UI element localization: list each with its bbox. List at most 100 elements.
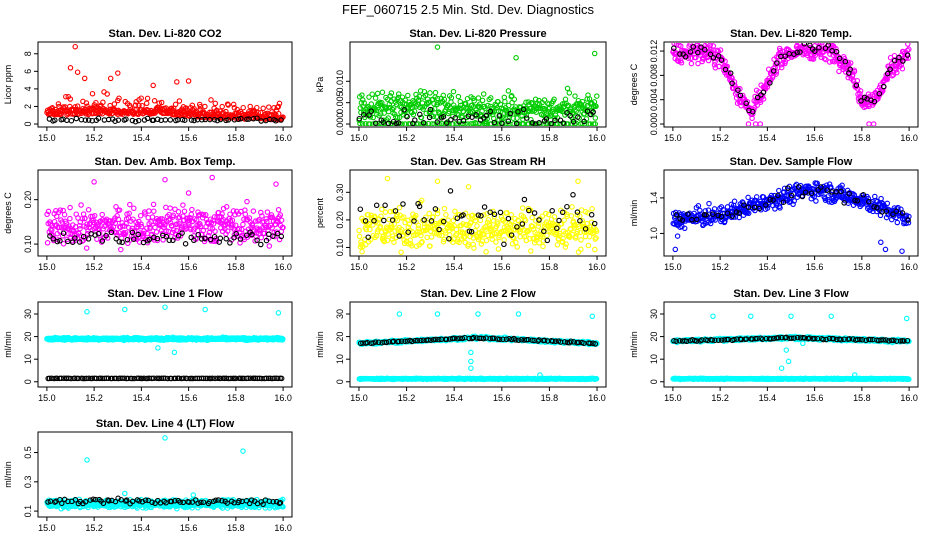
point <box>523 112 530 119</box>
point <box>507 110 514 117</box>
point <box>207 236 214 243</box>
point <box>770 197 776 203</box>
point <box>100 99 106 106</box>
point <box>145 214 151 221</box>
point <box>223 204 230 210</box>
point <box>195 114 202 120</box>
point <box>163 204 169 211</box>
point <box>743 100 749 107</box>
point <box>426 114 433 121</box>
point <box>539 213 546 219</box>
point <box>884 70 891 77</box>
outlier-point <box>434 178 441 185</box>
point <box>454 215 461 221</box>
point <box>83 100 90 106</box>
point <box>474 223 480 229</box>
point <box>59 233 66 239</box>
x-tick-label: 15.2 <box>398 133 416 143</box>
point <box>158 99 165 106</box>
point <box>499 120 505 126</box>
point <box>871 204 877 210</box>
point <box>677 51 683 57</box>
point <box>540 243 546 250</box>
plot-frame <box>37 169 293 257</box>
point <box>499 114 506 120</box>
point <box>402 121 408 126</box>
point <box>405 92 411 99</box>
point <box>135 224 141 230</box>
point <box>80 233 87 240</box>
point <box>407 237 413 243</box>
point <box>151 208 157 214</box>
point <box>89 90 96 97</box>
point <box>556 230 563 237</box>
point <box>379 100 385 106</box>
point <box>722 66 729 73</box>
point <box>152 224 158 231</box>
point <box>118 246 124 253</box>
y-tick-label: 20 <box>335 332 345 342</box>
point <box>570 192 576 198</box>
point <box>99 211 105 218</box>
point <box>278 117 284 123</box>
x-tick-label: 15.8 <box>853 133 871 143</box>
point <box>250 115 257 122</box>
point <box>813 198 819 204</box>
point <box>515 218 522 224</box>
point <box>57 207 64 213</box>
point <box>394 114 401 121</box>
point <box>365 211 371 218</box>
point <box>175 209 182 215</box>
point <box>146 208 152 214</box>
point <box>393 120 400 126</box>
plot-frame <box>349 41 607 128</box>
point <box>814 43 820 45</box>
point <box>115 216 122 223</box>
outlier-point <box>155 345 161 351</box>
point <box>424 234 430 241</box>
x-tick-label: 15.0 <box>664 262 682 272</box>
point <box>563 241 569 247</box>
point <box>55 101 62 107</box>
point <box>111 101 118 107</box>
point <box>900 58 906 64</box>
y-tick-label: 0.000 <box>335 113 345 136</box>
point <box>207 225 213 231</box>
point <box>477 217 484 224</box>
point <box>690 44 697 50</box>
point <box>179 230 185 236</box>
point <box>424 220 431 226</box>
point <box>138 223 145 230</box>
point <box>582 226 589 232</box>
point <box>876 90 883 97</box>
point <box>851 68 858 75</box>
point <box>181 208 188 215</box>
point <box>529 120 536 126</box>
x-tick-label: 15.4 <box>133 133 151 143</box>
point <box>818 184 824 190</box>
point <box>471 98 477 104</box>
point <box>572 221 578 228</box>
point <box>144 225 150 232</box>
point <box>448 117 454 123</box>
x-tick-label: 15.2 <box>398 262 416 272</box>
point <box>250 208 257 214</box>
point <box>675 58 682 65</box>
point <box>170 227 177 233</box>
point <box>85 236 92 242</box>
point <box>67 96 74 102</box>
point <box>443 120 450 126</box>
point <box>573 233 579 240</box>
point <box>273 118 279 124</box>
point <box>723 214 730 220</box>
data-points <box>44 43 286 125</box>
point <box>501 94 508 101</box>
point <box>905 217 911 223</box>
point <box>154 237 161 244</box>
point <box>710 43 717 49</box>
point <box>591 220 598 227</box>
point <box>175 233 182 239</box>
point <box>570 118 577 125</box>
point <box>68 117 75 124</box>
y-tick-label: 4 <box>23 86 33 91</box>
